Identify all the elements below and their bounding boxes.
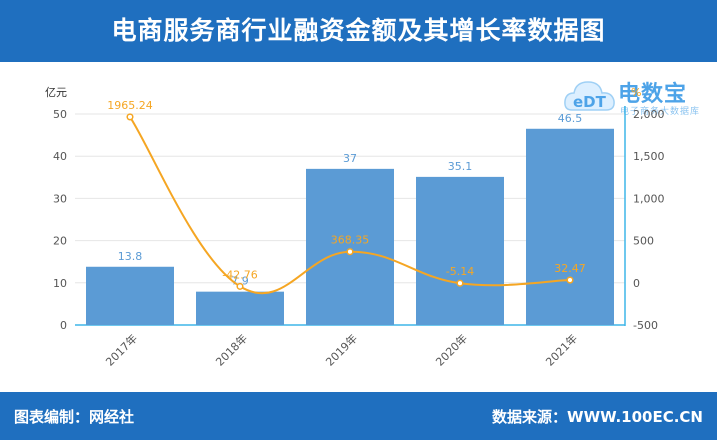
logo-sub-text: 电子商务大数据库 bbox=[620, 107, 701, 117]
logo: eDT 电数宝 电子商务大数据库 bbox=[562, 74, 712, 122]
bar bbox=[526, 128, 614, 325]
bar bbox=[416, 176, 504, 325]
cloud-logo-icon: eDT bbox=[564, 81, 615, 111]
bar-value-label: 37 bbox=[343, 152, 357, 165]
line-value-label: -42.76 bbox=[222, 268, 257, 281]
line-point bbox=[456, 279, 464, 287]
x-tick-label: 2019年 bbox=[323, 331, 360, 368]
x-tick-label: 2017年 bbox=[103, 331, 140, 368]
bar-value-label: 13.8 bbox=[118, 250, 143, 263]
bar-value-label: 35.1 bbox=[448, 160, 473, 173]
line-point bbox=[236, 282, 244, 290]
line-point bbox=[346, 248, 354, 256]
y2-tick-label: 1,000 bbox=[633, 192, 665, 205]
logo-mark-text: eDT bbox=[573, 93, 607, 111]
y-axis-unit: 亿元 bbox=[45, 86, 67, 99]
y2-tick-label: -500 bbox=[633, 319, 658, 332]
bar-value-label: 46.5 bbox=[558, 112, 583, 125]
bar bbox=[196, 291, 284, 325]
y-tick-label: 20 bbox=[53, 235, 67, 248]
line-value-label: 32.47 bbox=[554, 262, 586, 275]
y-tick-label: 10 bbox=[53, 277, 67, 290]
line-value-label: -5.14 bbox=[446, 265, 474, 278]
footer: 图表编制：网经社 数据来源：WWW.100EC.CN bbox=[0, 392, 717, 440]
line-point bbox=[126, 113, 134, 121]
x-tick-label: 2020年 bbox=[433, 331, 470, 368]
y-tick-label: 0 bbox=[60, 319, 67, 332]
y-tick-label: 50 bbox=[53, 108, 67, 121]
footer-source: 数据来源：WWW.100EC.CN bbox=[492, 408, 703, 426]
growth-rate-line bbox=[129, 116, 571, 295]
line-value-label: 368.35 bbox=[331, 234, 370, 247]
y2-tick-label: 2,000 bbox=[633, 108, 665, 121]
bar bbox=[86, 266, 174, 325]
line-point bbox=[566, 276, 574, 284]
x-tick-label: 2018年 bbox=[213, 331, 250, 368]
y2-tick-label: 500 bbox=[633, 235, 654, 248]
y2-tick-label: 0 bbox=[633, 277, 640, 290]
bar bbox=[306, 168, 394, 325]
chart-title: 电商服务商行业融资金额及其增长率数据图 bbox=[0, 0, 717, 62]
y2-tick-label: 1,500 bbox=[633, 150, 665, 163]
logo-main-text: 电数宝 bbox=[618, 82, 688, 107]
footer-credit: 图表编制：网经社 bbox=[14, 408, 135, 426]
line-value-label: 1965.24 bbox=[107, 99, 153, 112]
y-tick-label: 40 bbox=[53, 150, 67, 163]
y-tick-label: 30 bbox=[53, 192, 67, 205]
y2-axis-unit: % bbox=[631, 86, 641, 99]
x-tick-label: 2021年 bbox=[543, 331, 580, 368]
bar-line-chart: 0 10 20 30 40 50 -500 0 500 1,000 1,500 2,000 亿元 % 13.… bbox=[45, 86, 665, 369]
